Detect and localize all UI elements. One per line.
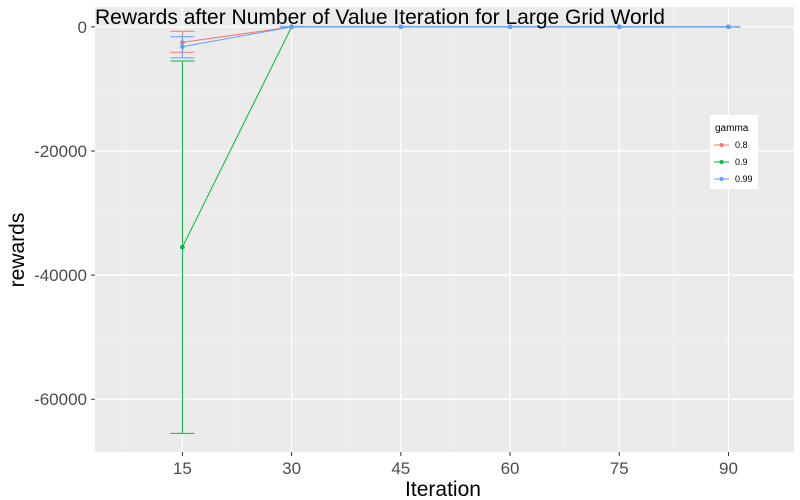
x-tick-label: 90 [719,459,738,478]
data-point [398,24,404,30]
data-point [180,44,185,50]
legend-title: gamma [715,123,749,134]
legend-item-0-99: 0.99 [714,174,753,184]
legend-items: 0.8 0.9 0.99 [714,140,753,184]
x-tick-label: 15 [173,459,192,478]
y-tick-label: -40000 [34,266,87,285]
data-point [616,24,622,30]
x-tick-label: 30 [282,459,301,478]
x-axis-ticks: 15 30 45 60 75 90 [173,452,738,478]
y-tick-label: -20000 [34,142,87,161]
x-axis-title: Iteration [405,478,481,500]
legend-background [710,115,758,189]
x-tick-label: 75 [610,459,629,478]
data-point [180,244,185,250]
x-tick-label: 45 [391,459,410,478]
series-0-99 [170,24,741,59]
y-axis-ticks: 0 -20000 -40000 -60000 [34,18,95,409]
legend-label: 0.99 [735,174,753,184]
legend-label: 0.9 [735,157,748,167]
legend-key-point [719,177,724,181]
legend-item-0-9: 0.9 [714,157,748,167]
y-tick-label: 0 [78,18,87,37]
chart-title: Rewards after Number of Value Iteration … [95,6,665,29]
x-tick-label: 60 [501,459,520,478]
legend-item-0-8: 0.8 [714,140,748,150]
major-gridlines [95,7,794,452]
y-tick-label: -60000 [34,390,87,409]
data-point [289,24,294,30]
plot-panel [95,7,794,452]
legend: gamma 0.8 0.9 0.99 [710,115,758,189]
series-layer [170,24,741,434]
data-point [507,24,513,30]
minor-gridlines [95,7,794,452]
data-point [726,24,731,30]
legend-key-point [719,160,724,164]
legend-label: 0.8 [735,140,748,150]
series-line [182,26,729,48]
legend-key-point [719,143,724,147]
y-axis-title: rewards [6,213,29,288]
